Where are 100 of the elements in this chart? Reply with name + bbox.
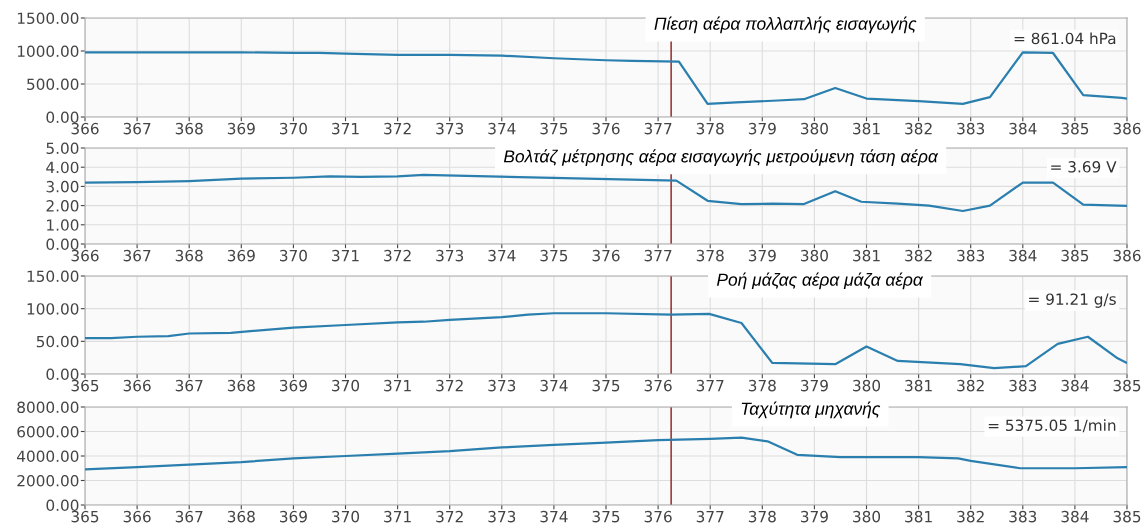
annotation: = 3.69 V — [1051, 161, 1117, 173]
x-tick-label: 380 — [853, 510, 881, 523]
x-tick-label: 370 — [279, 249, 307, 262]
y-tick-label: 100.00 — [27, 303, 79, 315]
x-tick-label: 376 — [644, 379, 672, 392]
x-tick-label: 383 — [957, 249, 985, 262]
x-tick-label: 378 — [696, 122, 724, 135]
x-tick-label: 383 — [1009, 510, 1037, 523]
y-tick-label: 1500.00 — [17, 12, 79, 25]
x-tick-label: 366 — [71, 249, 99, 262]
x-tick-label: 379 — [800, 379, 828, 392]
x-tick-label: 372 — [384, 249, 411, 262]
y-tick-label: 150.00 — [27, 270, 79, 283]
y-tick-label: 1.00 — [47, 219, 79, 231]
x-tick-label: 385 — [1061, 122, 1089, 135]
x-tick-label: 375 — [540, 249, 568, 262]
x-tick-label: 370 — [332, 510, 360, 523]
x-tick-label: 371 — [332, 122, 359, 135]
x-tick-label: 386 — [1113, 122, 1141, 135]
x-tick-label: 367 — [123, 122, 151, 135]
x-tick-label: 371 — [384, 510, 411, 523]
x-tick-label: 369 — [227, 249, 255, 262]
y-tick-label: 0.00 — [46, 499, 79, 512]
x-tick-label: 368 — [175, 249, 203, 262]
x-tick-label: 384 — [1009, 249, 1037, 262]
x-tick-label: 384 — [1009, 122, 1037, 135]
y-tick-label: 0.00 — [46, 238, 79, 251]
y-tick-label: 1000.00 — [17, 45, 79, 58]
x-tick-label: 374 — [540, 510, 568, 523]
x-tick-label: 372 — [436, 379, 463, 392]
y-tick-label: 4000.00 — [17, 450, 79, 463]
x-tick-label: 372 — [436, 510, 463, 523]
x-tick-label: 379 — [800, 510, 828, 523]
x-tick-label: 367 — [175, 379, 203, 392]
x-tick-label: 373 — [436, 122, 464, 135]
x-tick-label: 377 — [696, 379, 724, 392]
x-tick-label: 381 — [853, 249, 880, 262]
x-tick-label: 380 — [853, 379, 881, 392]
chart-title: Πίεση αέρα πολλαπλής εισαγωγής — [654, 16, 917, 34]
x-tick-label: 382 — [957, 379, 984, 392]
x-tick-label: 377 — [644, 122, 672, 135]
x-tick-label: 376 — [644, 510, 672, 523]
x-tick-label: 370 — [279, 122, 307, 135]
x-tick-label: 368 — [227, 379, 255, 392]
x-tick-label: 382 — [905, 249, 932, 262]
x-tick-label: 374 — [488, 249, 516, 262]
x-tick-label: 369 — [227, 122, 255, 135]
x-tick-label: 375 — [540, 122, 568, 135]
x-tick-label: 376 — [592, 122, 620, 135]
x-tick-label: 373 — [436, 249, 464, 262]
x-tick-label: 381 — [853, 122, 880, 135]
x-tick-label: 379 — [748, 122, 776, 135]
x-tick-label: 384 — [1061, 379, 1089, 392]
y-tick-label: 5.00 — [46, 142, 79, 155]
x-tick-label: 371 — [384, 379, 411, 392]
x-tick-label: 377 — [696, 510, 724, 523]
x-tick-label: 385 — [1113, 379, 1141, 392]
chart-title: Βολτάζ μέτρησης αέρα εισαγωγής μετρούμενη τάση αέρα — [503, 149, 939, 166]
x-tick-label: 368 — [175, 122, 203, 135]
x-tick-label: 375 — [592, 379, 620, 392]
x-tick-label: 374 — [540, 379, 568, 392]
x-tick-label: 371 — [332, 249, 359, 262]
x-tick-label: 381 — [905, 510, 932, 523]
x-tick-label: 380 — [800, 249, 828, 262]
chart-title: Ροή μάζας αέρα μάζα αέρα — [716, 272, 924, 290]
x-tick-label: 372 — [384, 122, 411, 135]
chart-title: Ταχύτητα μηχανής — [741, 401, 881, 419]
x-tick-label: 377 — [644, 249, 672, 262]
y-tick-label: 4.00 — [46, 161, 79, 174]
y-tick-label: 500.00 — [27, 78, 79, 91]
x-tick-label: 384 — [1061, 510, 1089, 523]
x-tick-label: 373 — [488, 379, 516, 392]
x-tick-label: 375 — [592, 510, 620, 523]
x-tick-label: 380 — [800, 122, 828, 135]
x-tick-label: 383 — [1009, 379, 1037, 392]
x-tick-label: 366 — [71, 122, 99, 135]
y-tick-label: 3.00 — [46, 180, 79, 193]
x-tick-label: 369 — [279, 379, 307, 392]
x-tick-label: 366 — [123, 510, 151, 523]
x-tick-label: 385 — [1061, 249, 1089, 262]
x-tick-label: 369 — [279, 510, 307, 523]
annotation: = 91.21 g/s — [1029, 293, 1116, 308]
x-tick-label: 367 — [175, 510, 203, 523]
x-tick-label: 386 — [1113, 249, 1141, 262]
y-tick-label: 8000.00 — [17, 401, 79, 414]
x-tick-label: 376 — [592, 249, 620, 262]
x-tick-label: 378 — [748, 379, 776, 392]
y-tick-label: 0.00 — [46, 368, 79, 381]
x-tick-label: 368 — [227, 510, 255, 523]
y-tick-label: 50.00 — [36, 335, 79, 348]
y-tick-label: 2.00 — [46, 200, 79, 212]
x-tick-label: 374 — [488, 122, 516, 135]
x-tick-label: 367 — [123, 249, 151, 262]
x-tick-label: 365 — [71, 510, 99, 523]
x-tick-label: 378 — [748, 510, 776, 523]
x-tick-label: 378 — [696, 249, 724, 262]
y-tick-label: 2000.00 — [17, 474, 79, 487]
y-tick-label: 6000.00 — [17, 425, 79, 438]
x-tick-label: 365 — [71, 379, 99, 392]
x-tick-label: 385 — [1113, 510, 1141, 523]
